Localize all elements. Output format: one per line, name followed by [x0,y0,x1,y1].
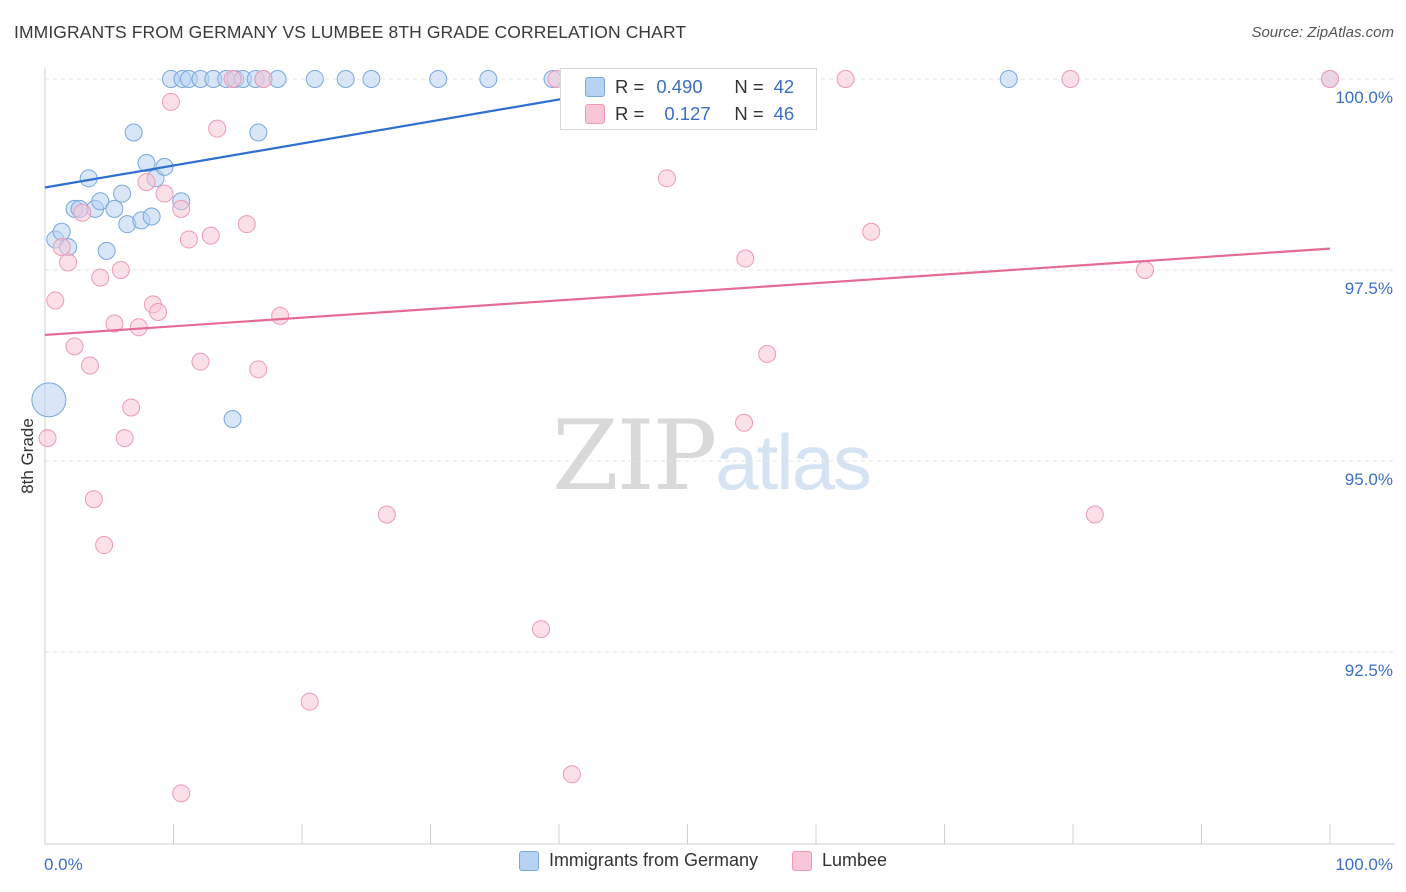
point-lumbee [735,413,754,432]
point-lumbee [46,291,65,310]
point-lumbee [836,70,855,88]
point-lumbee [155,184,174,203]
point-lumbee [95,536,114,555]
legend-item-germany[interactable]: Immigrants from Germany [518,850,758,871]
x-tick-label: 0.0% [44,855,83,874]
point-lumbee [562,765,581,784]
point-lumbee [201,226,220,245]
point-lumbee [191,352,210,371]
source-label: Source: ZipAtlas.com [1251,24,1394,41]
stats-r-value: 0.490 [656,76,703,97]
point-lumbee [73,203,92,222]
point-germany [124,123,143,142]
point-lumbee [300,692,319,711]
point-lumbee [1085,505,1104,524]
point-lumbee [122,398,141,417]
stats-n-value: 42 [773,76,795,97]
legend-label-lumbee: Lumbee [821,850,888,870]
point-germany [52,222,71,241]
point-lumbee [1061,70,1080,88]
point-lumbee [84,490,103,509]
stats-r-label: R = [615,76,645,97]
point-lumbee [65,337,84,356]
point-lumbee [532,620,551,639]
point-germany [31,382,67,418]
stats-box: R = 0.490 N = 42 R = 0.127 N = 46 [560,68,817,130]
point-lumbee [1135,261,1154,279]
point-lumbee [80,356,99,375]
point-lumbee [172,199,191,218]
point-lumbee [115,429,134,448]
point-lumbee [249,360,268,379]
point-lumbee [52,238,71,257]
stats-r-label: R = [615,103,645,124]
legend-swatch-germany [518,850,539,871]
point-germany [113,184,132,203]
y-tick-label: 97.5% [1345,279,1393,298]
point-lumbee [254,70,273,88]
watermark-atlas: atlas [715,418,872,506]
point-lumbee [111,261,130,279]
legend-label-germany: Immigrants from Germany [548,850,758,870]
trendline-lumbee [44,247,1331,337]
point-lumbee [377,505,396,524]
point-lumbee [179,230,198,249]
stats-n-value: 46 [773,103,795,124]
y-tick-label: 92.5% [1345,661,1393,680]
point-germany [305,70,324,88]
point-lumbee [91,268,110,287]
point-lumbee [137,173,156,192]
point-germany [362,70,381,88]
chart-title: IMMIGRANTS FROM GERMANY VS LUMBEE 8TH GR… [14,22,687,42]
point-lumbee [758,345,777,364]
watermark-zip: ZIP [552,400,717,512]
y-axis-label: 8th Grade [18,418,37,494]
point-lumbee [736,249,755,268]
legend: Immigrants from Germany Lumbee [0,850,1406,871]
point-germany [97,241,116,260]
stats-swatch-lumbee [585,104,605,124]
stats-n-label: N = [734,76,764,97]
point-lumbee [38,429,57,448]
point-germany [429,70,448,88]
point-germany [249,123,268,142]
point-lumbee [223,70,242,88]
point-lumbee [862,222,881,241]
point-lumbee [1321,70,1339,88]
point-lumbee [208,119,227,138]
point-germany [336,70,355,88]
point-germany [223,409,242,428]
y-tick-label: 95.0% [1345,470,1393,489]
stats-row-lumbee: R = 0.127 N = 46 [585,102,794,126]
point-lumbee [657,169,676,188]
watermark: ZIPatlas [552,400,872,512]
point-lumbee [271,306,290,325]
point-germany [105,199,124,218]
stats-row-germany: R = 0.490 N = 42 [585,75,794,99]
x-tick-label: 100.0% [1335,855,1393,874]
point-germany [479,70,498,88]
y-tick-label: 100.0% [1335,88,1393,107]
point-lumbee [172,784,191,803]
stats-swatch-germany [585,77,605,97]
legend-item-lumbee[interactable]: Lumbee [791,850,888,871]
point-germany [999,70,1018,88]
point-germany [137,154,156,173]
point-lumbee [237,215,256,234]
point-germany [91,192,110,211]
stats-n-label: N = [734,103,764,124]
point-lumbee [59,253,78,272]
stats-r-value: 0.127 [664,103,711,124]
point-lumbee [149,303,168,322]
point-lumbee [161,92,180,111]
point-lumbee [105,314,124,333]
legend-swatch-lumbee [791,850,812,871]
point-germany [142,207,161,226]
